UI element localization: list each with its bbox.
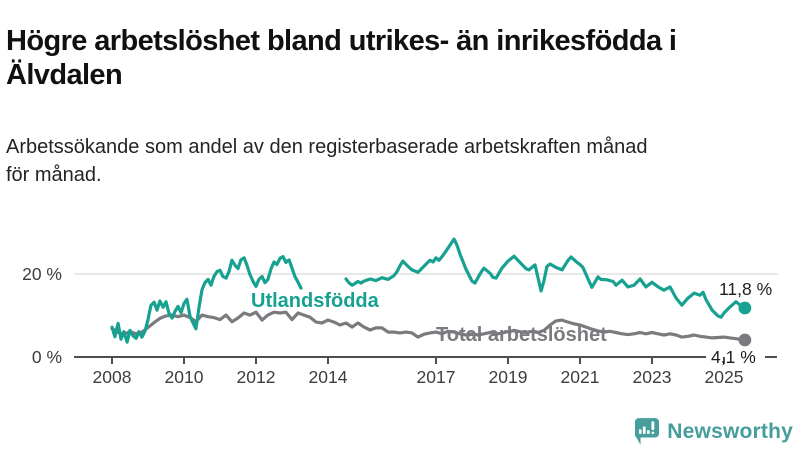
x-axis-tick-label: 2010	[165, 367, 204, 387]
series-end-value-label-0: 11,8 %	[719, 279, 772, 299]
series-inline-label-1: Total arbetslöshet	[436, 324, 607, 346]
logo-bar-2	[643, 426, 646, 434]
x-axis-tick-label: 2008	[93, 367, 132, 387]
x-axis-tick-label: 2019	[489, 367, 528, 387]
series-inline-label-0: Utlandsfödda	[251, 290, 380, 312]
series-layer	[110, 237, 752, 347]
series-end-dot-0	[738, 301, 752, 315]
series-end-value-label-1: 4,1 %	[711, 347, 756, 367]
label-layer: 0 % 20 % 2008 2010 2012 2014 2017 2019 2021 2023 2…	[22, 264, 772, 387]
chart-subtitle-line-2: för månad.	[6, 164, 102, 186]
y-axis-tick-label: 0 %	[32, 347, 62, 367]
newsworthy-logo[interactable]: Newsworthy	[635, 418, 793, 445]
chart-subtitle: Arbetssökande som andel av den registerb…	[6, 133, 786, 189]
y-axis-tick-label: 20 %	[22, 264, 62, 284]
logo-exclamation-dot	[651, 431, 655, 434]
x-axis-tick-label: 2025	[705, 367, 744, 387]
series-line-0	[110, 255, 303, 344]
chart-title-line-1: Högre arbetslöshet bland utrikes- än inr…	[6, 25, 677, 58]
logo-bar-1	[639, 429, 642, 434]
chart-title-line-2: Älvdalen	[6, 59, 123, 92]
series-end-dot-1	[738, 333, 752, 347]
newsworthy-logo-icon	[635, 418, 660, 445]
series-line-1	[110, 310, 747, 342]
series-line-0	[344, 237, 747, 319]
x-axis-tick-label: 2014	[309, 367, 348, 387]
newsworthy-logo-text: Newsworthy	[667, 419, 793, 443]
chart-subtitle-line-1: Arbetssökande som andel av den registerb…	[6, 136, 648, 158]
x-axis-tick-label: 2021	[561, 367, 600, 387]
x-axis-tick-label: 2023	[633, 367, 672, 387]
x-axis-tick-label: 2017	[417, 367, 456, 387]
x-axis-tick-label: 2012	[237, 367, 276, 387]
axis-layer	[74, 356, 777, 364]
logo-exclamation-bar	[651, 421, 655, 431]
logo-bar-3	[647, 430, 650, 434]
chart-title: Högre arbetslöshet bland utrikes- än inr…	[6, 24, 796, 92]
